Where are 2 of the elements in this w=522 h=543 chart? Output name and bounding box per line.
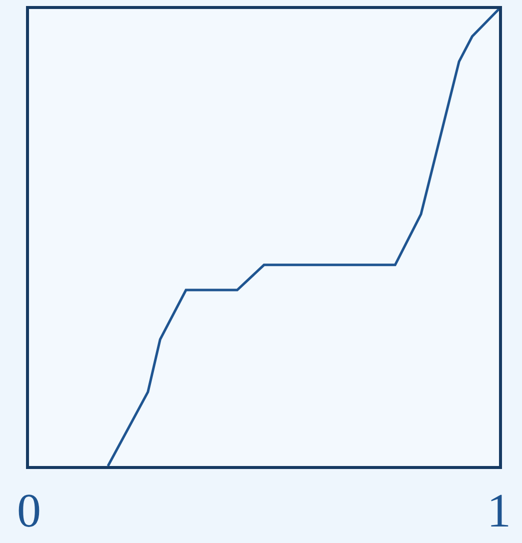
x-tick-label: 1: [487, 484, 511, 538]
x-tick-label: 0: [17, 484, 41, 538]
